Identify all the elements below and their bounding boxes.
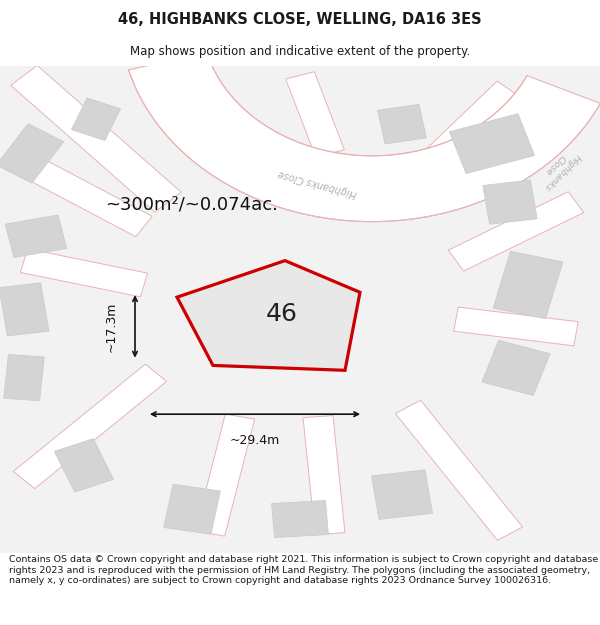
Polygon shape (286, 72, 344, 157)
Bar (272, 501, 328, 538)
Polygon shape (16, 153, 152, 237)
Bar (5, 215, 67, 258)
Polygon shape (157, 68, 269, 171)
Polygon shape (448, 192, 584, 271)
Bar (371, 470, 433, 519)
Polygon shape (11, 66, 181, 212)
Text: ~300m²/~0.074ac.: ~300m²/~0.074ac. (106, 196, 278, 214)
Text: ~29.4m: ~29.4m (230, 434, 280, 447)
Polygon shape (395, 400, 523, 540)
Text: Map shows position and indicative extent of the property.: Map shows position and indicative extent… (130, 45, 470, 58)
Bar (483, 180, 537, 224)
Bar (71, 98, 121, 141)
Text: Highbanks
Close: Highbanks Close (535, 145, 583, 192)
Polygon shape (13, 364, 167, 489)
Polygon shape (20, 249, 148, 297)
Polygon shape (303, 416, 345, 534)
Polygon shape (196, 414, 254, 536)
Polygon shape (454, 307, 578, 346)
Bar (493, 251, 563, 319)
Bar (55, 439, 113, 492)
Text: Contains OS data © Crown copyright and database right 2021. This information is : Contains OS data © Crown copyright and d… (9, 555, 598, 585)
Text: 46: 46 (266, 302, 298, 326)
Text: 46, HIGHBANKS CLOSE, WELLING, DA16 3ES: 46, HIGHBANKS CLOSE, WELLING, DA16 3ES (118, 12, 482, 27)
Bar (482, 340, 550, 396)
Bar (449, 114, 535, 174)
Polygon shape (177, 261, 360, 370)
Bar (0, 283, 49, 336)
Bar (4, 354, 44, 401)
Bar (0, 124, 64, 183)
Polygon shape (128, 53, 600, 222)
Text: ~17.3m: ~17.3m (104, 301, 118, 352)
Bar (164, 484, 220, 534)
Text: Highbanks Close: Highbanks Close (277, 168, 358, 198)
Bar (377, 104, 427, 144)
Polygon shape (395, 81, 523, 196)
